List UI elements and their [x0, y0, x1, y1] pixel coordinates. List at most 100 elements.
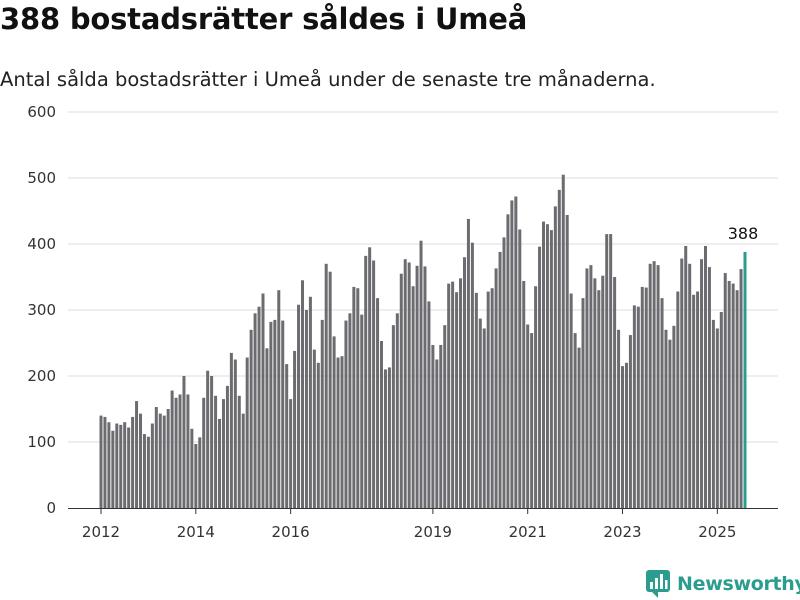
- bar: [320, 319, 324, 508]
- y-tick-label: 300: [27, 301, 56, 319]
- bar: [636, 306, 640, 508]
- bar: [573, 333, 577, 508]
- bar: [103, 416, 107, 508]
- bar: [218, 418, 222, 508]
- bar: [632, 305, 636, 508]
- bar: [518, 229, 522, 509]
- bar: [672, 325, 676, 508]
- bar: [621, 366, 625, 508]
- bar: [332, 336, 336, 508]
- bar: [372, 260, 376, 508]
- bar: [237, 395, 241, 508]
- y-tick-label: 400: [27, 235, 56, 253]
- bar: [407, 262, 411, 508]
- bar: [739, 269, 743, 508]
- bar: [221, 399, 225, 508]
- bar: [553, 206, 557, 508]
- bar: [680, 258, 684, 508]
- bar: [451, 281, 455, 508]
- bar: [249, 329, 253, 508]
- annotations: 388: [728, 224, 759, 243]
- bar: [660, 298, 664, 508]
- bar: [549, 230, 553, 508]
- bar: [383, 369, 387, 508]
- bar: [597, 290, 601, 508]
- bar: [723, 273, 727, 508]
- bar: [241, 413, 245, 508]
- bar: [522, 280, 526, 508]
- bar: [427, 301, 431, 508]
- bar: [664, 329, 668, 508]
- y-tick-label: 0: [46, 499, 56, 517]
- bar: [644, 287, 648, 508]
- bar: [135, 401, 139, 508]
- bar: [565, 214, 569, 508]
- bar: [545, 224, 549, 508]
- bar: [387, 367, 391, 508]
- bar: [257, 306, 261, 508]
- bar: [245, 357, 249, 508]
- bar: [506, 214, 510, 509]
- newsworthy-brand: Newsworthy: [645, 568, 800, 600]
- bar: [391, 325, 395, 508]
- bar: [150, 423, 154, 508]
- bar: [462, 257, 466, 508]
- bar: [435, 359, 439, 508]
- bar: [344, 320, 348, 508]
- bar: [253, 313, 257, 508]
- bar: [624, 362, 628, 508]
- bar: [123, 422, 127, 508]
- bar: [328, 271, 332, 508]
- bar: [107, 422, 111, 508]
- bar: [415, 265, 419, 508]
- chart-title: 388 bostadsrätter såldes i Umeå: [0, 2, 528, 36]
- bar: [289, 399, 293, 508]
- bar: [115, 423, 119, 508]
- bar: [455, 292, 459, 508]
- bar: [447, 283, 451, 508]
- bar: [261, 293, 265, 508]
- bar: [194, 443, 198, 508]
- bar: [273, 319, 277, 508]
- bar: [202, 397, 206, 508]
- bar: [162, 415, 166, 508]
- bar: [308, 296, 312, 508]
- bar: [569, 293, 573, 508]
- x-axis: 2012 2014 2016 2019 2021 2023 2025: [68, 508, 778, 541]
- x-tick-label: 2021: [509, 523, 547, 541]
- bar: [585, 268, 589, 508]
- y-tick-label: 100: [27, 433, 56, 451]
- bar: [380, 341, 384, 508]
- bar: [696, 291, 700, 508]
- brand-name: Newsworthy: [677, 573, 800, 595]
- bar: [557, 189, 561, 508]
- bar: [719, 311, 723, 508]
- bar: [210, 376, 214, 508]
- bar: [534, 286, 538, 508]
- bar: [711, 319, 715, 508]
- bar: [609, 234, 613, 508]
- bar: [613, 277, 617, 508]
- bar: [174, 397, 178, 508]
- bar: [423, 266, 427, 508]
- x-tick-label: 2012: [82, 523, 120, 541]
- bar: [684, 245, 688, 509]
- bar: [336, 357, 340, 508]
- bar: [360, 314, 364, 508]
- bar: [577, 347, 581, 508]
- bar: [707, 267, 711, 508]
- bar: [127, 427, 131, 508]
- bar: [668, 339, 672, 508]
- bar: [399, 273, 403, 508]
- bar: [443, 325, 447, 508]
- bar: [182, 376, 186, 508]
- latest-value-label: 388: [728, 224, 759, 243]
- bar: [198, 437, 202, 508]
- bars: [99, 174, 747, 509]
- bar: [617, 329, 621, 508]
- bar: [715, 328, 719, 508]
- y-tick-label: 600: [27, 103, 56, 121]
- bar: [419, 240, 423, 508]
- bar: [190, 428, 194, 508]
- bar: [146, 436, 150, 508]
